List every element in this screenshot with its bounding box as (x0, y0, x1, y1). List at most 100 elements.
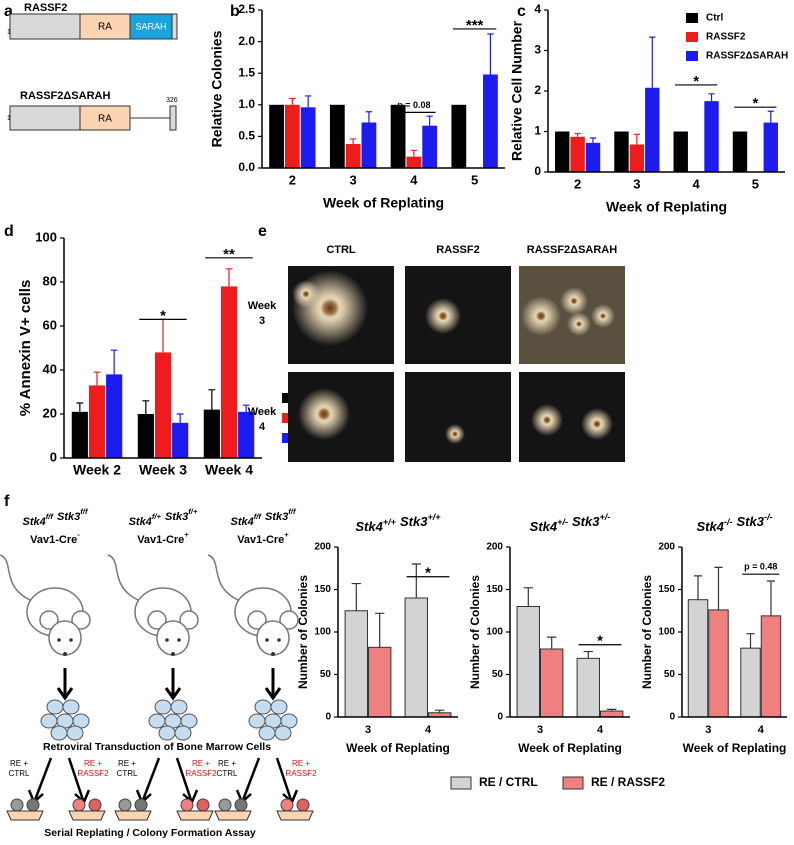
cell (274, 725, 292, 741)
domain-ra (79, 13, 131, 40)
dish (68, 810, 106, 821)
annotation: *** (466, 17, 484, 34)
y-tick-label: 0.5 (238, 129, 255, 143)
bar (137, 414, 154, 458)
bar (88, 385, 106, 458)
colony-core (302, 290, 310, 298)
protein-segment (9, 13, 81, 40)
colony (180, 798, 194, 812)
text-sup: + (284, 530, 289, 539)
annotation: p = 0.48 (744, 562, 777, 572)
mouse-nose (171, 652, 175, 656)
mouse-nose (271, 652, 275, 656)
residue-label: 326 (166, 97, 178, 104)
row-label: 4 (259, 421, 266, 433)
colony-core (600, 313, 606, 319)
bar (732, 131, 748, 172)
y-tick-label: 80 (43, 273, 57, 288)
y-tick-label: 0.0 (238, 160, 255, 174)
cre-label: Vav1-Cre+ (137, 530, 189, 546)
x-tick-label: 2 (574, 176, 581, 191)
colony (134, 798, 148, 812)
bar (269, 104, 284, 168)
text-main: Stk4 (355, 519, 383, 534)
legend-swatch (450, 776, 472, 790)
arrow (135, 757, 161, 805)
dish (6, 810, 44, 821)
mouse-tail (107, 554, 139, 601)
x-axis-label: Week of Replating (606, 199, 727, 215)
protein-name: RASSF2 (24, 2, 67, 14)
mouse-ear (71, 610, 91, 630)
colony (296, 798, 310, 812)
condition-label: RASSF2 (77, 769, 109, 778)
error-bar (746, 633, 755, 649)
bar (555, 131, 570, 172)
y-tick-label: 40 (43, 361, 57, 376)
bar (687, 599, 709, 718)
mouse-eye (277, 638, 281, 642)
y-tick-label: 0 (50, 449, 57, 464)
protein-segment (9, 105, 81, 131)
y-tick-label: 0 (497, 712, 503, 723)
panel-label: d (4, 223, 14, 240)
mouse-head (48, 620, 82, 656)
y-axis-label: Number of Colonies (468, 575, 482, 689)
error-bar (208, 389, 216, 410)
error-bar (649, 36, 656, 88)
colony (10, 798, 24, 812)
bar (760, 615, 782, 718)
colony-core (317, 407, 331, 421)
bar (451, 104, 467, 168)
bar (368, 646, 392, 718)
residue-label: 1 (7, 115, 11, 122)
legend-label: RASSF2 (706, 32, 746, 43)
cre-label: Vav1-Cre+ (237, 530, 289, 546)
y-axis-label: Number of Colonies (296, 575, 310, 689)
colony (280, 798, 294, 812)
bar (585, 142, 601, 172)
y-tick-label: 50 (492, 669, 504, 680)
protein-name: RASSF2ΔSARAH (20, 90, 110, 102)
colony-core (536, 311, 546, 321)
error-bar (633, 133, 640, 145)
bar (154, 352, 172, 458)
dish (114, 810, 152, 821)
mouse-tail (0, 554, 31, 601)
y-tick-label: 200 (486, 542, 503, 553)
y-tick-label: 4 (534, 2, 541, 16)
text-main: Stk3 (400, 514, 428, 529)
text-main: Stk4 (230, 516, 253, 528)
bar (540, 648, 564, 718)
text-sup: f/f (288, 507, 297, 516)
column-label: CTRL (326, 244, 356, 256)
x-tick-label: Week 3 (139, 462, 187, 478)
cell (248, 713, 266, 729)
mouse-eye (57, 638, 61, 642)
genotype-label: Stk4f/f Stk3f/f (22, 507, 88, 528)
colony (218, 798, 232, 812)
colony-core (576, 321, 582, 327)
bar (344, 610, 369, 718)
error-bar (547, 636, 557, 649)
text-sup: - (77, 530, 80, 539)
y-tick-label: 60 (43, 317, 57, 332)
legend-swatch (686, 51, 698, 61)
bar (404, 597, 429, 718)
cell (66, 725, 84, 741)
annotation: * (160, 307, 166, 324)
legend-swatch (686, 13, 698, 23)
bar (300, 107, 316, 168)
mouse-ear (39, 610, 59, 630)
arrow (164, 668, 182, 701)
mouse-head (156, 620, 190, 656)
error-bar (410, 149, 418, 157)
cell (62, 699, 80, 715)
colony-core (438, 311, 448, 321)
bar (71, 411, 88, 458)
protein-segment (171, 13, 178, 40)
legend-label: RASSF2ΔSARAH (706, 51, 788, 62)
genotype-label: Stk4f/+ Stk3f/+ (129, 507, 198, 528)
text-main: Stk4 (22, 516, 45, 528)
chart-title: Stk4+/- Stk3+/- (530, 512, 611, 534)
